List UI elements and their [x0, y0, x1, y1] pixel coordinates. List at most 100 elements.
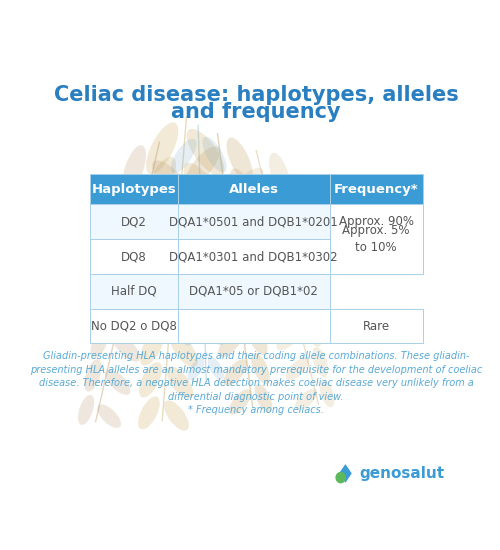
- Ellipse shape: [205, 247, 226, 276]
- Ellipse shape: [176, 212, 199, 242]
- Ellipse shape: [258, 262, 286, 290]
- Ellipse shape: [240, 199, 271, 230]
- Ellipse shape: [230, 168, 264, 200]
- Text: DQ2: DQ2: [121, 216, 146, 228]
- FancyBboxPatch shape: [178, 309, 330, 343]
- Text: genosalut: genosalut: [360, 466, 445, 481]
- Ellipse shape: [269, 153, 290, 196]
- Ellipse shape: [186, 146, 220, 185]
- Ellipse shape: [229, 389, 251, 415]
- Ellipse shape: [208, 268, 236, 300]
- FancyBboxPatch shape: [330, 205, 423, 239]
- Ellipse shape: [104, 252, 124, 292]
- Ellipse shape: [202, 238, 232, 271]
- Text: DQA1*05 or DQB1*02: DQA1*05 or DQB1*02: [190, 285, 318, 298]
- Ellipse shape: [140, 328, 164, 366]
- Ellipse shape: [276, 326, 301, 350]
- Ellipse shape: [84, 359, 102, 392]
- Ellipse shape: [78, 395, 94, 425]
- Ellipse shape: [237, 230, 260, 269]
- Ellipse shape: [204, 210, 226, 241]
- Ellipse shape: [208, 357, 224, 380]
- FancyBboxPatch shape: [330, 309, 423, 343]
- Ellipse shape: [122, 145, 146, 192]
- Text: No DQ2 o DQ8: No DQ2 o DQ8: [91, 320, 176, 333]
- Ellipse shape: [218, 329, 243, 358]
- Ellipse shape: [248, 231, 279, 260]
- Ellipse shape: [213, 298, 240, 328]
- Ellipse shape: [267, 294, 294, 320]
- Ellipse shape: [188, 358, 204, 381]
- Ellipse shape: [251, 353, 270, 384]
- Ellipse shape: [178, 230, 211, 271]
- Polygon shape: [339, 464, 352, 483]
- FancyBboxPatch shape: [90, 205, 178, 239]
- Ellipse shape: [167, 366, 194, 399]
- Text: DQA1*0301 and DQB1*0302: DQA1*0301 and DQB1*0302: [170, 250, 338, 263]
- Ellipse shape: [286, 358, 310, 380]
- Text: Frequency*: Frequency*: [334, 183, 418, 196]
- Ellipse shape: [291, 250, 309, 287]
- Ellipse shape: [136, 230, 169, 262]
- Text: Rare: Rare: [362, 320, 390, 333]
- Ellipse shape: [244, 292, 265, 327]
- Ellipse shape: [105, 370, 130, 395]
- Ellipse shape: [179, 248, 201, 277]
- FancyBboxPatch shape: [90, 174, 178, 205]
- Ellipse shape: [170, 333, 198, 367]
- Ellipse shape: [142, 260, 169, 302]
- FancyBboxPatch shape: [178, 205, 330, 239]
- Ellipse shape: [116, 181, 138, 226]
- Ellipse shape: [145, 157, 176, 206]
- Ellipse shape: [90, 323, 109, 359]
- Ellipse shape: [298, 282, 316, 317]
- Text: Haplotypes: Haplotypes: [92, 183, 176, 196]
- Ellipse shape: [226, 138, 253, 183]
- Text: Approx. 90%: Approx. 90%: [338, 216, 413, 228]
- Ellipse shape: [139, 362, 162, 398]
- Ellipse shape: [312, 347, 328, 377]
- Ellipse shape: [192, 177, 224, 214]
- Ellipse shape: [110, 217, 131, 258]
- Ellipse shape: [202, 137, 226, 173]
- Ellipse shape: [206, 283, 225, 311]
- FancyBboxPatch shape: [330, 205, 423, 274]
- Ellipse shape: [320, 379, 334, 408]
- Ellipse shape: [144, 191, 174, 238]
- Ellipse shape: [141, 294, 167, 334]
- Text: and frequency: and frequency: [172, 102, 341, 122]
- Ellipse shape: [196, 207, 228, 243]
- Text: Celiac disease: haplotypes, alleles: Celiac disease: haplotypes, alleles: [54, 85, 458, 105]
- Ellipse shape: [204, 173, 226, 207]
- Ellipse shape: [181, 197, 216, 239]
- Text: Half DQ: Half DQ: [111, 285, 156, 298]
- FancyBboxPatch shape: [90, 309, 178, 343]
- Ellipse shape: [174, 175, 198, 207]
- Ellipse shape: [164, 400, 189, 431]
- Text: Alleles: Alleles: [229, 183, 279, 196]
- FancyBboxPatch shape: [178, 174, 330, 205]
- Ellipse shape: [97, 288, 116, 325]
- Ellipse shape: [152, 161, 188, 196]
- FancyBboxPatch shape: [90, 274, 178, 309]
- Text: DQA1*0501 and DQB1*0201: DQA1*0501 and DQB1*0201: [170, 216, 338, 228]
- FancyBboxPatch shape: [178, 274, 330, 309]
- FancyBboxPatch shape: [330, 174, 423, 205]
- Ellipse shape: [144, 195, 179, 229]
- Ellipse shape: [184, 163, 220, 208]
- Ellipse shape: [248, 322, 268, 355]
- Ellipse shape: [276, 185, 296, 226]
- Ellipse shape: [143, 225, 172, 270]
- Circle shape: [336, 472, 346, 483]
- FancyBboxPatch shape: [90, 239, 178, 274]
- Ellipse shape: [186, 129, 224, 176]
- Ellipse shape: [176, 265, 206, 303]
- FancyBboxPatch shape: [178, 239, 330, 274]
- Ellipse shape: [128, 265, 160, 295]
- Ellipse shape: [146, 123, 178, 174]
- Ellipse shape: [98, 404, 121, 428]
- Ellipse shape: [184, 321, 203, 346]
- Ellipse shape: [224, 359, 247, 386]
- Ellipse shape: [254, 384, 272, 413]
- Ellipse shape: [230, 168, 256, 212]
